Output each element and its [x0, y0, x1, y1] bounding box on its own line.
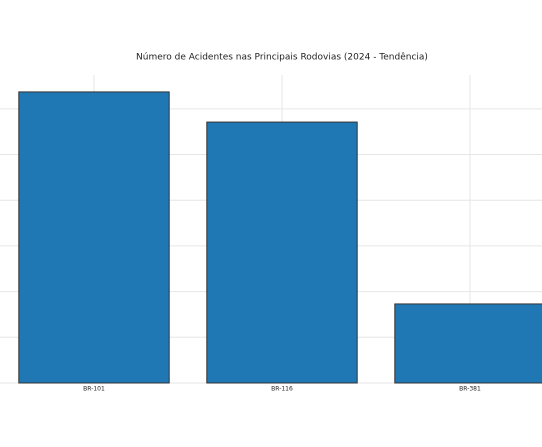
x-tick-label: BR-101 — [83, 386, 105, 393]
x-tick-label: BR-381 — [459, 386, 481, 393]
bar — [18, 91, 170, 384]
chart-title: Número de Acidentes nas Principais Rodov… — [136, 52, 428, 63]
bar — [394, 303, 542, 384]
x-tick-label: BR-116 — [271, 386, 293, 393]
bar — [206, 121, 358, 384]
